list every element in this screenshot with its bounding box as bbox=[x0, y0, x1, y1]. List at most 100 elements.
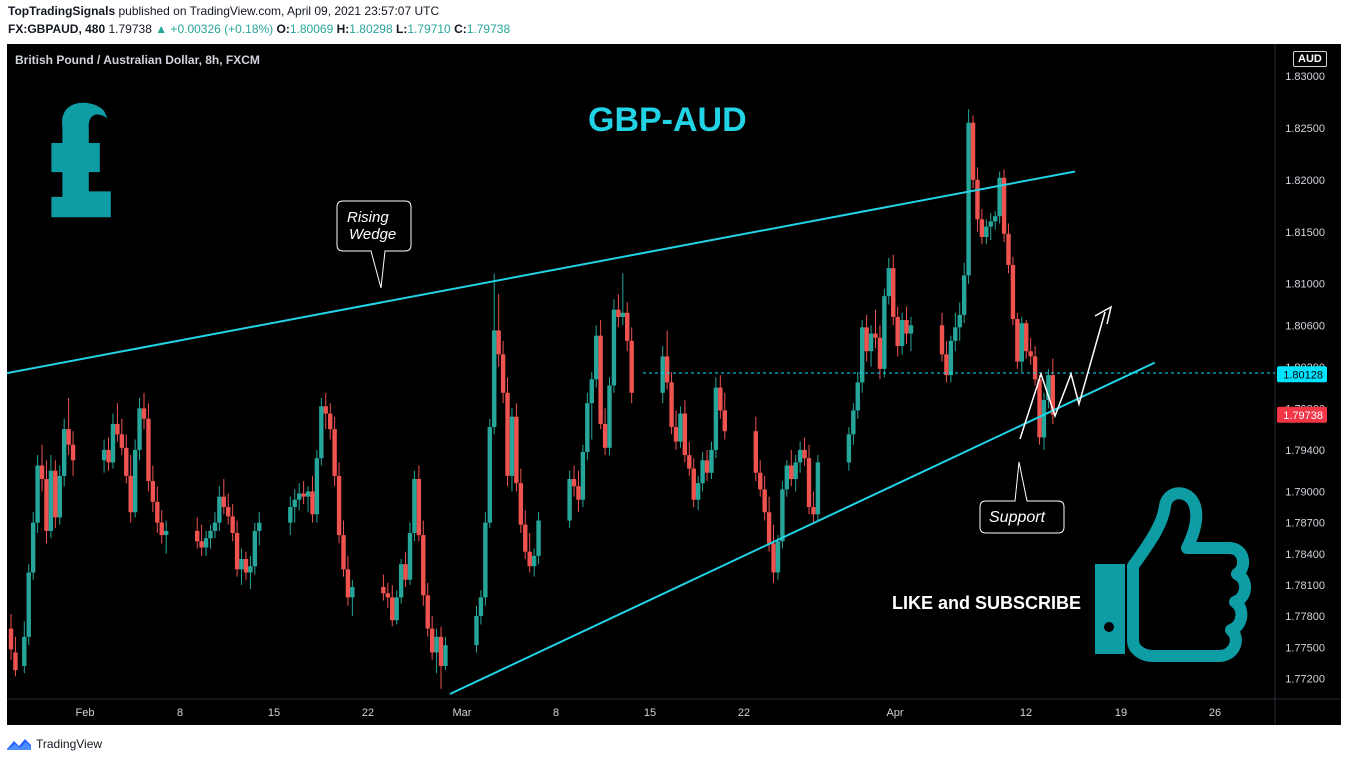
x-tick-label: 15 bbox=[268, 707, 280, 719]
author-name[interactable]: TopTradingSignals bbox=[8, 4, 116, 18]
candle bbox=[673, 410, 679, 450]
x-tick-label: 12 bbox=[1020, 707, 1032, 719]
candle bbox=[1015, 312, 1020, 369]
wedge-upper-trendline[interactable] bbox=[7, 170, 1076, 383]
candle bbox=[567, 470, 572, 528]
candle bbox=[217, 486, 222, 531]
candle bbox=[700, 451, 705, 492]
like-subscribe-text: LIKE and SUBSCRIBE bbox=[892, 593, 1081, 613]
candle bbox=[1050, 358, 1056, 424]
candle bbox=[438, 626, 444, 689]
x-tick-label: 22 bbox=[362, 707, 374, 719]
candle bbox=[678, 406, 683, 448]
chart-pane[interactable]: GBP-AUD Rising Wedge Support LIKE and SU… bbox=[7, 44, 1341, 725]
thumbs-up-icon bbox=[1095, 487, 1251, 662]
candle bbox=[305, 486, 311, 513]
candle bbox=[319, 397, 324, 466]
y-tick-label: 1.80600 bbox=[1285, 320, 1325, 332]
candle bbox=[802, 437, 807, 466]
candle bbox=[669, 372, 674, 435]
y-tick-label: 1.78100 bbox=[1285, 580, 1325, 592]
published-text: published on TradingView.com, April 09, … bbox=[118, 4, 440, 18]
candle bbox=[301, 481, 306, 504]
candle bbox=[585, 392, 590, 461]
candle bbox=[239, 548, 244, 585]
y-tick-label: 1.78400 bbox=[1285, 549, 1325, 561]
candle bbox=[523, 510, 528, 559]
rising-wedge-callout bbox=[336, 200, 412, 289]
candle bbox=[886, 257, 891, 305]
candle bbox=[598, 320, 603, 430]
candle bbox=[8, 614, 14, 660]
candle bbox=[434, 628, 439, 674]
candle bbox=[106, 437, 111, 471]
candle bbox=[571, 465, 577, 497]
x-tick-label: Feb bbox=[76, 707, 95, 719]
high-value: 1.80298 bbox=[349, 22, 393, 36]
candle bbox=[580, 444, 586, 508]
candle bbox=[1006, 223, 1011, 274]
candle bbox=[860, 320, 865, 393]
candle bbox=[589, 372, 594, 440]
candle bbox=[288, 496, 293, 536]
candle bbox=[412, 470, 417, 542]
candle bbox=[518, 468, 524, 533]
candle bbox=[1001, 169, 1007, 243]
candle bbox=[425, 582, 430, 637]
candle bbox=[1019, 316, 1024, 372]
candle bbox=[500, 340, 506, 404]
candle bbox=[390, 584, 395, 627]
candle bbox=[1032, 346, 1038, 386]
candle bbox=[248, 555, 253, 590]
currency-badge[interactable]: AUD bbox=[1293, 51, 1327, 67]
candle bbox=[146, 403, 151, 492]
candle bbox=[1024, 320, 1029, 359]
candle bbox=[132, 439, 138, 518]
x-tick-label: Mar bbox=[453, 707, 472, 719]
candle bbox=[594, 325, 599, 388]
candle bbox=[203, 530, 209, 556]
candle bbox=[115, 403, 120, 442]
y-tick-label: 1.77800 bbox=[1285, 611, 1325, 623]
candle bbox=[199, 524, 204, 556]
x-tick-label: 26 bbox=[1209, 707, 1221, 719]
candle bbox=[155, 486, 160, 533]
close-label: C: bbox=[454, 22, 467, 36]
candle bbox=[257, 512, 262, 546]
candle bbox=[576, 470, 581, 513]
candle bbox=[704, 449, 710, 482]
candle bbox=[310, 475, 315, 523]
candle bbox=[766, 496, 772, 552]
candle bbox=[953, 312, 958, 352]
candle bbox=[753, 416, 758, 482]
candle bbox=[208, 524, 213, 549]
candle bbox=[13, 636, 18, 677]
candle bbox=[39, 444, 45, 492]
candle bbox=[243, 551, 249, 580]
candle bbox=[762, 475, 767, 521]
chart-svg[interactable]: GBP-AUD Rising Wedge Support LIKE and SU… bbox=[7, 44, 1341, 725]
candle bbox=[53, 460, 58, 528]
candle bbox=[718, 375, 723, 419]
candle bbox=[975, 167, 980, 232]
support-callout bbox=[979, 461, 1065, 534]
candles-layer bbox=[8, 109, 1056, 689]
candle bbox=[314, 449, 320, 523]
candle bbox=[22, 621, 27, 674]
candle bbox=[44, 460, 49, 544]
candle bbox=[797, 441, 803, 473]
candle bbox=[345, 555, 351, 606]
rising-wedge-line1: Rising bbox=[347, 209, 389, 226]
wedge-lower-trendline[interactable] bbox=[449, 361, 1156, 695]
candle bbox=[474, 605, 479, 653]
symbol-name: FX:GBPAUD, 480 bbox=[8, 22, 106, 36]
candle bbox=[904, 306, 909, 344]
tradingview-footer[interactable]: TradingView bbox=[6, 735, 102, 753]
x-tick-label: 19 bbox=[1115, 707, 1127, 719]
publish-info: TopTradingSignals published on TradingVi… bbox=[8, 4, 439, 18]
candle bbox=[895, 306, 900, 357]
candle bbox=[35, 455, 40, 533]
candle bbox=[939, 312, 945, 362]
candle bbox=[864, 314, 869, 362]
candle bbox=[26, 564, 31, 646]
